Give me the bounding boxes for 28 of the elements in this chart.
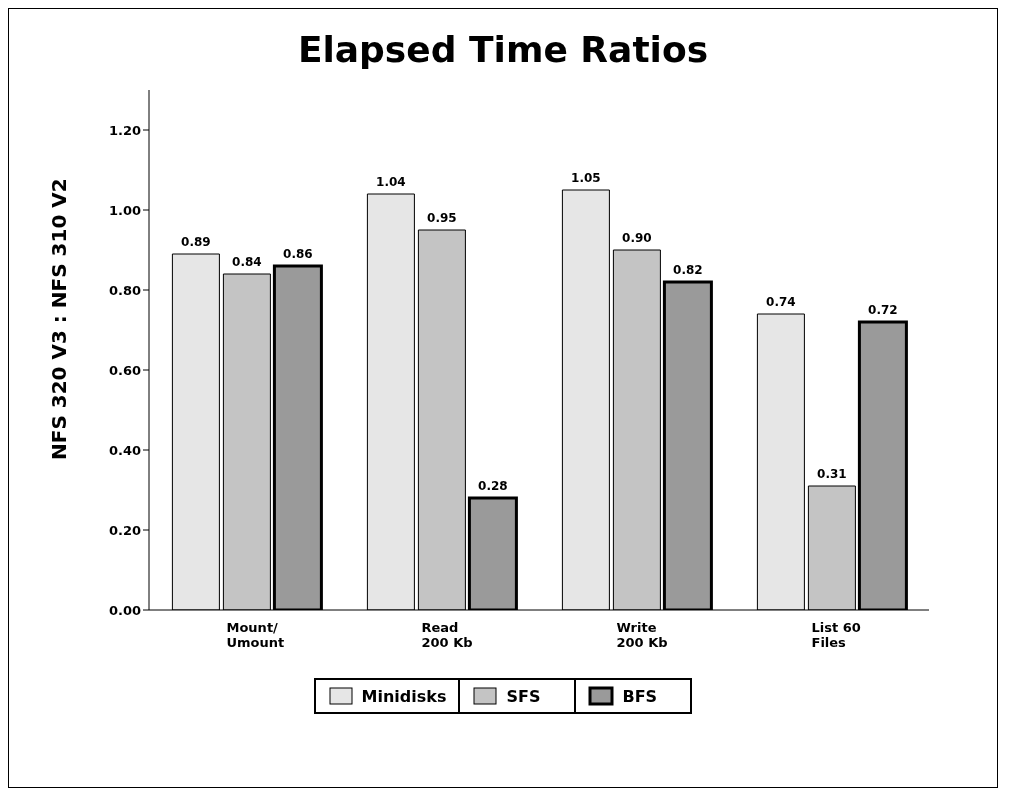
x-tick-label: Read 200 Kb xyxy=(421,620,473,650)
data-label: 0.31 xyxy=(817,467,847,481)
y-tick-label: 1.20 xyxy=(108,122,141,138)
data-label: 0.82 xyxy=(673,263,703,277)
chart-title: Elapsed Time Ratios xyxy=(296,28,710,70)
y-tick-label: 0.60 xyxy=(108,362,141,378)
legend-label: SFS xyxy=(506,686,541,706)
data-label: 0.89 xyxy=(181,235,211,249)
y-tick-label: 1.00 xyxy=(108,202,141,218)
data-label: 0.90 xyxy=(622,231,652,245)
data-label: 0.28 xyxy=(478,479,508,493)
data-label: 0.95 xyxy=(427,211,457,225)
legend-label: Minidisks xyxy=(361,686,447,706)
data-label: 0.72 xyxy=(868,303,898,317)
y-tick-label: 0.40 xyxy=(108,442,141,458)
legend-label: BFS xyxy=(622,686,658,706)
x-tick-label: Mount/ Umount xyxy=(226,620,285,650)
x-tick-label: List 60 Files xyxy=(811,620,861,650)
x-tick-label: Write 200 Kb xyxy=(616,620,668,650)
data-label: 0.74 xyxy=(766,295,796,309)
data-label: 1.05 xyxy=(571,171,601,185)
y-axis-title: NFS 320 V3 : NFS 310 V2 xyxy=(47,178,72,460)
y-tick-label: 0.00 xyxy=(108,602,141,618)
data-label: 0.84 xyxy=(232,255,262,269)
y-tick-label: 0.20 xyxy=(108,522,141,538)
data-label: 0.86 xyxy=(283,247,313,261)
data-label: 1.04 xyxy=(376,175,406,189)
y-tick-label: 0.80 xyxy=(108,282,141,298)
